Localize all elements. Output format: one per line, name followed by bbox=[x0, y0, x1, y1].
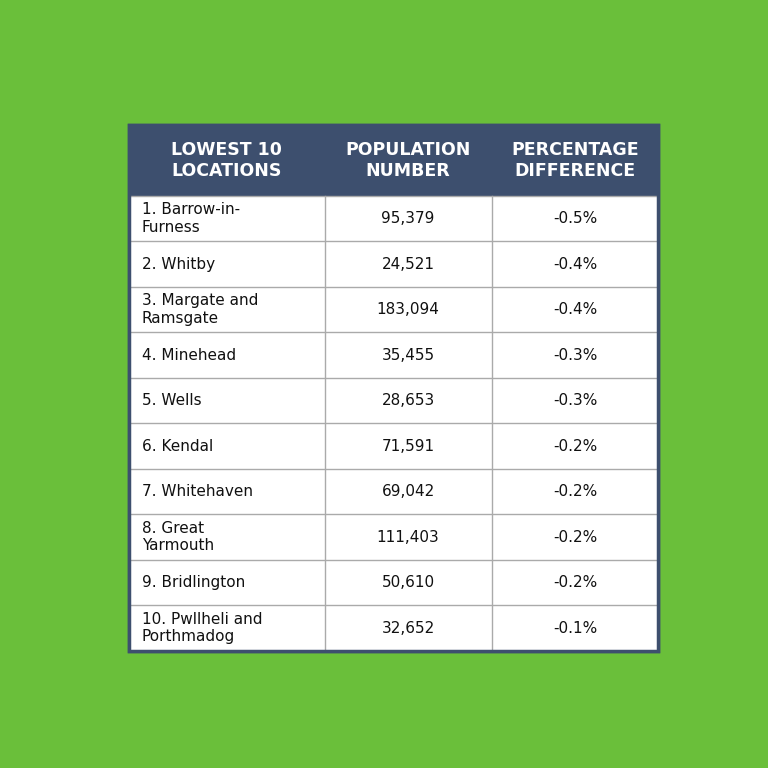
Bar bbox=[129, 286, 325, 333]
Text: -0.3%: -0.3% bbox=[553, 348, 598, 362]
Bar bbox=[492, 469, 658, 515]
Bar bbox=[129, 124, 658, 196]
Text: 50,610: 50,610 bbox=[382, 575, 435, 590]
Bar bbox=[492, 286, 658, 333]
Text: -0.3%: -0.3% bbox=[553, 393, 598, 408]
Bar bbox=[492, 241, 658, 286]
Bar bbox=[325, 515, 492, 560]
Bar bbox=[129, 124, 658, 651]
Text: 4. Minehead: 4. Minehead bbox=[142, 348, 236, 362]
Text: -0.2%: -0.2% bbox=[553, 439, 598, 454]
Text: 5. Wells: 5. Wells bbox=[142, 393, 202, 408]
Bar bbox=[129, 469, 325, 515]
Text: 71,591: 71,591 bbox=[382, 439, 435, 454]
Bar bbox=[129, 378, 325, 423]
Text: PERCENTAGE
DIFFERENCE: PERCENTAGE DIFFERENCE bbox=[511, 141, 639, 180]
Bar bbox=[492, 378, 658, 423]
Bar bbox=[325, 196, 492, 241]
Bar bbox=[129, 560, 325, 605]
Bar bbox=[325, 241, 492, 286]
Bar bbox=[325, 333, 492, 378]
Text: -0.2%: -0.2% bbox=[553, 530, 598, 545]
Text: 24,521: 24,521 bbox=[382, 257, 435, 272]
Bar bbox=[129, 423, 325, 469]
Bar bbox=[325, 605, 492, 651]
Text: 10. Pwllheli and
Porthmadog: 10. Pwllheli and Porthmadog bbox=[142, 612, 263, 644]
Text: 3. Margate and
Ramsgate: 3. Margate and Ramsgate bbox=[142, 293, 258, 326]
Bar bbox=[325, 423, 492, 469]
Bar bbox=[129, 124, 658, 651]
Bar bbox=[492, 560, 658, 605]
Bar bbox=[129, 196, 325, 241]
Text: LOWEST 10
LOCATIONS: LOWEST 10 LOCATIONS bbox=[171, 141, 282, 180]
Text: 6. Kendal: 6. Kendal bbox=[142, 439, 214, 454]
Text: POPULATION
NUMBER: POPULATION NUMBER bbox=[346, 141, 471, 180]
Bar bbox=[129, 241, 325, 286]
Text: 8. Great
Yarmouth: 8. Great Yarmouth bbox=[142, 521, 214, 554]
Bar bbox=[325, 560, 492, 605]
Bar bbox=[129, 333, 325, 378]
Text: 95,379: 95,379 bbox=[382, 211, 435, 226]
Text: -0.5%: -0.5% bbox=[553, 211, 598, 226]
Bar bbox=[492, 515, 658, 560]
Text: -0.4%: -0.4% bbox=[553, 257, 598, 272]
Text: 1. Barrow-in-
Furness: 1. Barrow-in- Furness bbox=[142, 202, 240, 235]
Bar bbox=[325, 286, 492, 333]
Text: 183,094: 183,094 bbox=[377, 302, 439, 317]
Bar bbox=[492, 333, 658, 378]
Text: 111,403: 111,403 bbox=[377, 530, 439, 545]
Text: 69,042: 69,042 bbox=[382, 484, 435, 499]
Text: 28,653: 28,653 bbox=[382, 393, 435, 408]
Bar bbox=[492, 605, 658, 651]
Text: -0.2%: -0.2% bbox=[553, 575, 598, 590]
Text: 2. Whitby: 2. Whitby bbox=[142, 257, 215, 272]
Bar bbox=[492, 423, 658, 469]
Text: -0.1%: -0.1% bbox=[553, 621, 598, 636]
Text: -0.2%: -0.2% bbox=[553, 484, 598, 499]
Text: 35,455: 35,455 bbox=[382, 348, 435, 362]
Bar bbox=[325, 469, 492, 515]
Text: 9. Bridlington: 9. Bridlington bbox=[142, 575, 245, 590]
Bar bbox=[492, 196, 658, 241]
Bar bbox=[129, 515, 325, 560]
Text: 7. Whitehaven: 7. Whitehaven bbox=[142, 484, 253, 499]
Bar bbox=[129, 605, 325, 651]
Text: 32,652: 32,652 bbox=[382, 621, 435, 636]
Bar bbox=[325, 378, 492, 423]
Text: -0.4%: -0.4% bbox=[553, 302, 598, 317]
